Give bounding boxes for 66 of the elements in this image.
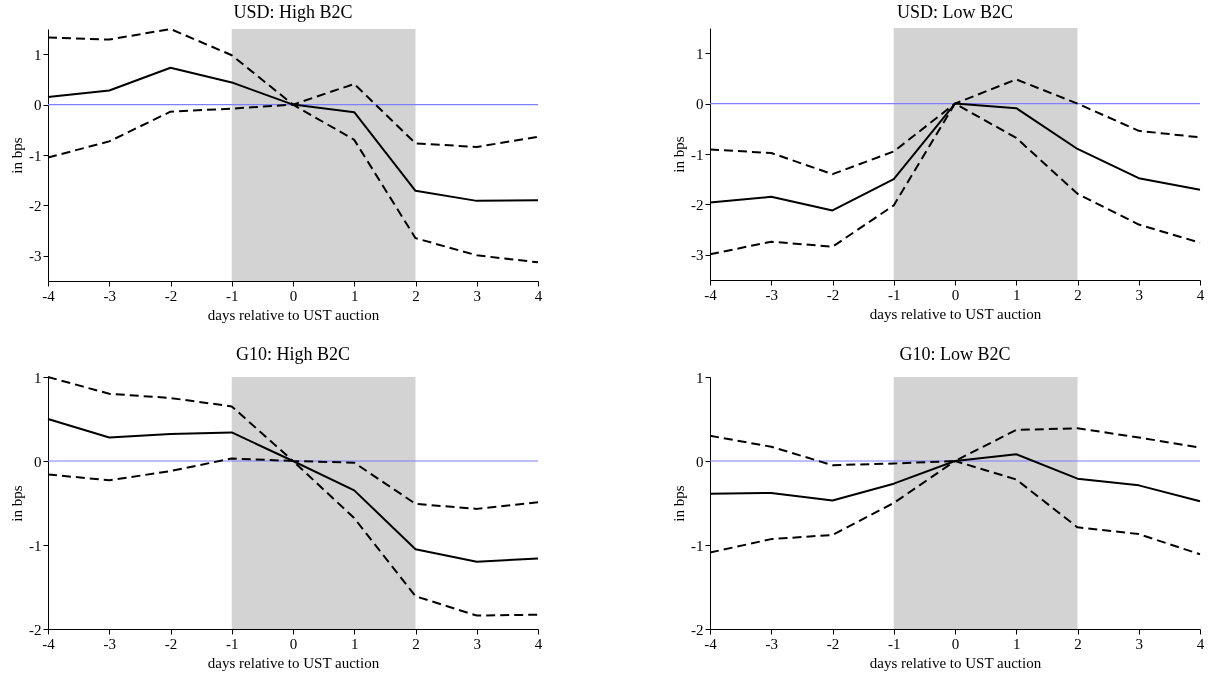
y-tick-label: -1 bbox=[691, 537, 704, 554]
y-tick-label: 1 bbox=[34, 46, 42, 63]
y-tick-label: 1 bbox=[696, 45, 704, 62]
x-tick-label: -1 bbox=[888, 286, 901, 303]
x-tick-label: 3 bbox=[1135, 635, 1143, 652]
x-tick-label: -3 bbox=[765, 286, 778, 303]
x-axis-title: days relative to UST auction bbox=[869, 654, 1042, 671]
y-tick-label: -3 bbox=[691, 247, 704, 264]
x-tick-label: -1 bbox=[226, 635, 239, 652]
y-tick-label: 1 bbox=[696, 369, 704, 386]
x-tick-label: -1 bbox=[226, 287, 239, 304]
y-tick-label: 0 bbox=[696, 453, 704, 470]
x-axis-title: days relative to UST auction bbox=[869, 305, 1042, 322]
y-axis-title: in bps bbox=[671, 136, 687, 173]
x-tick-label: 3 bbox=[473, 287, 481, 304]
x-tick-label: -3 bbox=[103, 635, 116, 652]
x-tick-label: -2 bbox=[826, 286, 840, 303]
x-tick-label: -4 bbox=[42, 287, 56, 304]
chart-title: USD: High B2C bbox=[233, 2, 353, 22]
x-tick-label: -2 bbox=[826, 635, 840, 652]
x-tick-label: 3 bbox=[1135, 286, 1143, 303]
y-tick-label: 1 bbox=[34, 369, 42, 386]
x-tick-label: 4 bbox=[534, 287, 543, 304]
x-tick-label: 1 bbox=[1013, 286, 1021, 303]
x-tick-label: -1 bbox=[888, 635, 901, 652]
x-tick-label: 1 bbox=[351, 635, 359, 652]
x-tick-label: 2 bbox=[412, 635, 420, 652]
x-tick-label: -4 bbox=[704, 635, 718, 652]
y-tick-label: -1 bbox=[29, 147, 42, 164]
x-tick-label: 2 bbox=[1074, 286, 1082, 303]
x-tick-label: 0 bbox=[289, 287, 298, 304]
y-tick-label: -3 bbox=[29, 248, 42, 265]
x-tick-label: -3 bbox=[103, 287, 116, 304]
y-tick-label: 0 bbox=[34, 453, 42, 470]
x-tick-label: 2 bbox=[1074, 635, 1082, 652]
y-tick-label: -1 bbox=[691, 146, 704, 163]
x-tick-label: 4 bbox=[534, 635, 543, 652]
x-axis-title: days relative to UST auction bbox=[207, 654, 380, 671]
x-tick-label: 3 bbox=[473, 635, 481, 652]
x-tick-label: -2 bbox=[164, 287, 178, 304]
y-axis-title: in bps bbox=[671, 485, 687, 522]
x-tick-label: -3 bbox=[765, 635, 778, 652]
x-tick-label: -2 bbox=[164, 635, 178, 652]
chart-title: G10: High B2C bbox=[235, 344, 351, 364]
y-tick-label: 0 bbox=[696, 96, 704, 113]
y-tick-label: -2 bbox=[691, 196, 704, 213]
y-tick-label: -2 bbox=[691, 621, 704, 638]
chart-title: G10: Low B2C bbox=[899, 344, 1011, 364]
y-axis-title: in bps bbox=[9, 137, 25, 174]
x-tick-label: -4 bbox=[42, 635, 56, 652]
chart-title: USD: Low B2C bbox=[896, 2, 1014, 22]
x-axis-title: days relative to UST auction bbox=[207, 306, 380, 323]
x-tick-label: 0 bbox=[289, 635, 298, 652]
x-tick-label: 2 bbox=[412, 287, 420, 304]
y-axis-title: in bps bbox=[9, 485, 25, 522]
x-tick-label: 1 bbox=[1013, 635, 1021, 652]
y-tick-label: -1 bbox=[29, 537, 42, 554]
x-tick-label: 4 bbox=[1196, 286, 1205, 303]
y-tick-label: -2 bbox=[29, 621, 42, 638]
x-tick-label: 0 bbox=[951, 286, 960, 303]
x-tick-label: 1 bbox=[351, 287, 359, 304]
x-tick-label: 0 bbox=[951, 635, 960, 652]
y-tick-label: 0 bbox=[34, 97, 42, 114]
x-tick-label: 4 bbox=[1196, 635, 1205, 652]
x-tick-label: -4 bbox=[704, 286, 718, 303]
y-tick-label: -2 bbox=[29, 197, 42, 214]
